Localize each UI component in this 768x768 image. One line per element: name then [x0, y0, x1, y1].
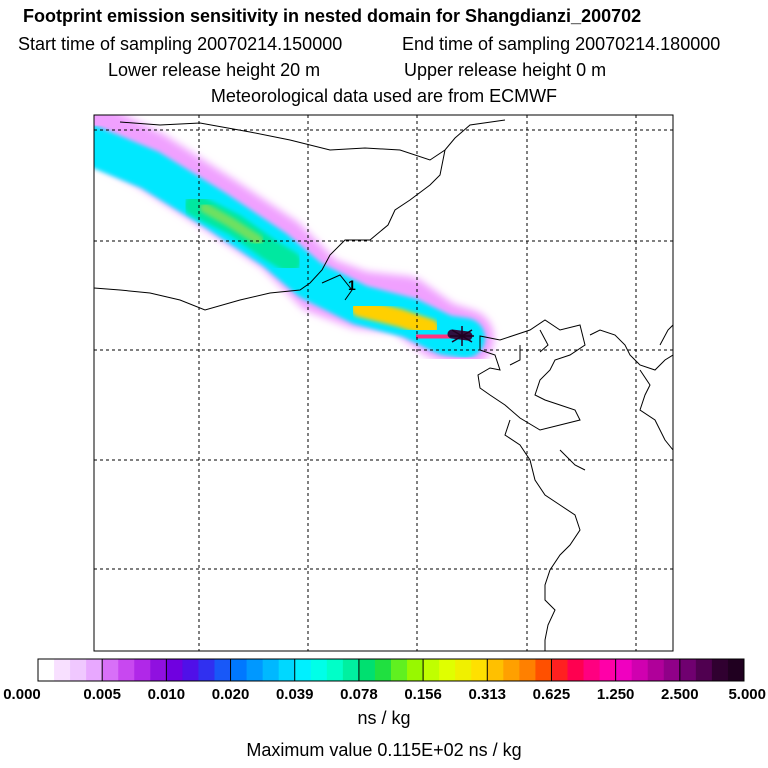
colorbar-cell [487, 659, 504, 681]
colorbar-cell [567, 659, 585, 681]
colorbar-cell [214, 659, 232, 681]
colorbar-cell [54, 659, 71, 681]
plume-lightgreen [200, 203, 263, 245]
colorbar-tick-label: 0.005 [83, 686, 121, 703]
colorbar-cell [374, 659, 392, 681]
colorbar-cell [86, 659, 103, 681]
colorbar-tick-label: 0.078 [340, 686, 378, 703]
colorbar-cells [38, 659, 745, 681]
maximum-value: Maximum value 0.115E+02 ns / kg [246, 740, 522, 760]
plot-title: Footprint emission sensitivity in nested… [23, 6, 642, 26]
colorbar-cell [615, 659, 633, 681]
colorbar-tick-label: 0.039 [276, 686, 314, 703]
plume-yellow [351, 299, 439, 337]
colorbar-cell [38, 659, 55, 681]
colorbar-cell [423, 659, 440, 681]
colorbar-tick-label: 0.156 [404, 686, 442, 703]
colorbar-cell [535, 659, 552, 681]
colorbar-cell [551, 659, 568, 681]
colorbar-cell [519, 659, 536, 681]
colorbar-cell [391, 659, 408, 681]
colorbar-cell [455, 659, 472, 681]
colorbar-cell [439, 659, 456, 681]
plume [94, 115, 494, 367]
start-time-label: Start time of sampling 20070214.150000 [18, 34, 343, 54]
colorbar-cell [358, 659, 376, 681]
lat-lon-grid [94, 115, 673, 651]
upper-release-height-label: Upper release height 0 m [404, 60, 607, 80]
colorbar-ticks [37, 659, 745, 681]
colorbar-cell [262, 659, 280, 681]
colorbar-cell [166, 659, 183, 681]
colorbar-cell [679, 659, 697, 681]
colorbar-unit: ns / kg [357, 708, 411, 728]
colorbar-cell [407, 659, 424, 681]
colorbar-tick-label: 0.020 [212, 686, 250, 703]
colorbar-cell [647, 659, 665, 681]
colorbar-tick-label: 0.010 [148, 686, 186, 703]
contour-label: 1 [348, 277, 356, 293]
colorbar-cell [118, 659, 135, 681]
colorbar-cell [503, 659, 520, 681]
colorbar-labels: 0.000 0.005 0.010 0.020 0.039 0.078 0.156 0.313… [3, 686, 766, 703]
colorbar-cell [294, 659, 312, 681]
colorbar-cell [695, 659, 713, 681]
colorbar-cell [134, 659, 151, 681]
colorbar-cell [599, 659, 617, 681]
station-star-icon [450, 326, 474, 346]
colorbar-cell [150, 659, 167, 681]
met-data-label: Meteorological data used are from ECMWF [210, 86, 558, 106]
colorbar-cell [182, 659, 199, 681]
colorbar-cell [310, 659, 328, 681]
lower-release-height-label: Lower release height 20 m [108, 60, 321, 80]
colorbar-cell [711, 659, 729, 681]
colorbar-cell [246, 659, 264, 681]
colorbar-cell [663, 659, 681, 681]
colorbar-tick-label: 0.313 [468, 686, 506, 703]
colorbar-cell [70, 659, 87, 681]
colorbar-cell [326, 659, 344, 681]
colorbar-cell [278, 659, 296, 681]
end-time-label: End time of sampling 20070214.180000 [402, 34, 721, 54]
colorbar-tick-label: 5.000 [728, 686, 766, 703]
colorbar-cell [342, 659, 360, 681]
map-frame [93, 114, 674, 652]
colorbar-cell [583, 659, 601, 681]
colorbar-tick-label: 1.250 [597, 686, 635, 703]
colorbar-tick-label: 0.625 [533, 686, 571, 703]
colorbar-cell [631, 659, 649, 681]
colorbar-cell [198, 659, 215, 681]
colorbar-tick-label: 0.000 [3, 686, 41, 703]
colorbar-cell [102, 659, 119, 681]
colorbar-cell [230, 659, 248, 681]
colorbar-cell [471, 659, 488, 681]
colorbar-cell [727, 659, 745, 681]
colorbar-tick-label: 2.500 [661, 686, 699, 703]
